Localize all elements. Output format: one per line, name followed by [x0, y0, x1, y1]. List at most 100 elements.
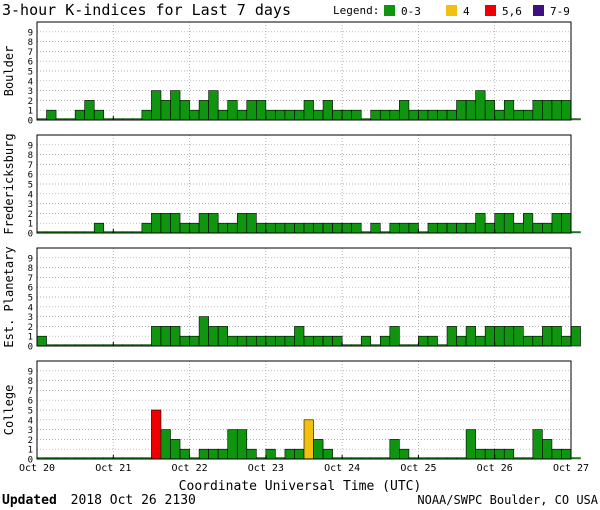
- y-tick-label: 1: [28, 107, 33, 117]
- k-bar: [494, 448, 505, 460]
- k-bar: [198, 100, 209, 121]
- y-tick-label: 5: [28, 294, 33, 304]
- k-bar: [427, 335, 438, 347]
- k-bar: [465, 429, 476, 460]
- k-bar: [446, 326, 457, 347]
- k-bar: [160, 429, 171, 460]
- k-bar: [246, 335, 257, 347]
- k-bar: [561, 213, 572, 234]
- x-tick-label: Oct 26: [477, 463, 513, 474]
- y-tick-label: 6: [28, 58, 33, 68]
- k-bar: [208, 326, 219, 347]
- y-tick-label: 9: [28, 141, 33, 151]
- footer-updated: Updated 2018 Oct 26 2130: [2, 493, 196, 508]
- panel-label: College: [2, 385, 16, 436]
- y-tick-label: 1: [28, 333, 33, 343]
- k-bar: [484, 222, 496, 234]
- legend-swatch-4: [446, 5, 457, 16]
- y-tick-label: 3: [28, 313, 33, 323]
- k-bar: [265, 109, 276, 121]
- k-bar: [74, 109, 85, 121]
- k-bar: [46, 109, 57, 121]
- k-bar: [389, 109, 400, 121]
- k-bar: [475, 335, 486, 347]
- k-bar: [351, 109, 362, 121]
- k-bar: [551, 326, 562, 347]
- k-bar: [275, 335, 286, 347]
- y-tick-label: 9: [28, 367, 33, 377]
- k-bar: [294, 109, 305, 121]
- legend-label-0-3: 0-3: [401, 5, 421, 18]
- k-bar: [551, 448, 562, 460]
- k-bar: [151, 90, 162, 121]
- k-bar: [275, 109, 286, 121]
- k-bar: [484, 326, 496, 347]
- k-bar: [265, 222, 276, 234]
- k-bar: [246, 213, 257, 234]
- y-tick-label: 5: [28, 181, 33, 191]
- legend-swatch-5-6: [485, 5, 496, 16]
- k-bar: [236, 213, 248, 234]
- k-bar: [523, 213, 534, 234]
- k-bar: [503, 448, 515, 460]
- k-bar: [542, 222, 553, 234]
- k-bar: [189, 335, 200, 347]
- x-tick-label: Oct 22: [172, 463, 208, 474]
- panel-label: Est. Planetary: [2, 246, 16, 347]
- k-bar: [389, 222, 400, 234]
- k-bar: [389, 326, 400, 347]
- k-bar: [313, 335, 324, 347]
- x-tick-label: Oct 25: [400, 463, 436, 474]
- k-bar: [399, 100, 410, 121]
- k-bar: [332, 335, 343, 347]
- k-bar: [494, 326, 505, 347]
- footer-updated-value: 2018 Oct 26 2130: [71, 493, 196, 508]
- x-tick-label: Oct 27: [553, 463, 589, 474]
- k-bar: [399, 448, 410, 460]
- y-tick-label: 4: [28, 77, 33, 87]
- k-bar: [532, 222, 543, 234]
- y-tick-label: 6: [28, 171, 33, 181]
- k-bar: [570, 118, 581, 121]
- panel-frame: [36, 360, 572, 460]
- y-tick-label: 8: [28, 151, 33, 161]
- k-bar: [36, 335, 47, 347]
- k-bar: [303, 100, 314, 121]
- k-bar: [532, 100, 543, 121]
- k-bar: [284, 109, 295, 121]
- y-tick-label: 2: [28, 436, 33, 446]
- k-bar: [379, 109, 391, 121]
- k-bar: [542, 100, 553, 121]
- k-bar: [160, 213, 171, 234]
- k-bar: [236, 335, 248, 347]
- y-tick-label: 4: [28, 190, 33, 200]
- y-tick-label: 7: [28, 274, 33, 284]
- k-bar: [523, 335, 534, 347]
- y-tick-label: 4: [28, 416, 33, 426]
- k-bar: [465, 100, 476, 121]
- k-bar: [151, 409, 162, 460]
- k-bar: [551, 100, 562, 121]
- k-bar: [332, 109, 343, 121]
- k-bar: [141, 109, 152, 121]
- k-bar: [465, 222, 476, 234]
- k-bar: [208, 90, 219, 121]
- y-tick-label: 0: [28, 456, 33, 466]
- k-bar: [532, 429, 543, 460]
- x-axis: Oct 20 Oct 21 Oct 22 Oct 23 Oct 24 Oct 25 Oct …: [19, 463, 589, 474]
- panel-frame: [36, 134, 572, 234]
- x-tick-label: Oct 24: [324, 463, 360, 474]
- k-bar: [84, 100, 95, 121]
- k-bar: [93, 109, 105, 121]
- y-tick-label: 6: [28, 284, 33, 294]
- panels: 0123456789Boulder0123456789Fredericksbur…: [2, 21, 581, 466]
- y-tick-label: 0: [28, 343, 33, 353]
- x-tick-label: Oct 20: [19, 463, 55, 474]
- legend-swatch-7-9: [533, 5, 544, 16]
- k-bar: [284, 448, 295, 460]
- k-bar: [561, 335, 572, 347]
- k-bar: [513, 222, 524, 234]
